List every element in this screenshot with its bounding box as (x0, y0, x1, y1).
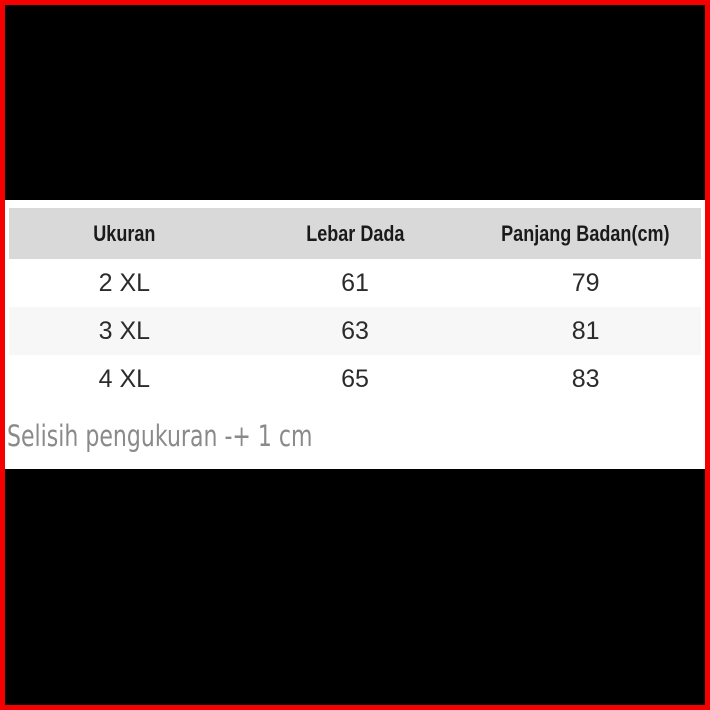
header-cell-lebar-dada: Lebar Dada (305, 220, 405, 246)
cell-length-3xl: 81 (571, 316, 600, 345)
cell-length-2xl: 79 (571, 268, 600, 297)
size-chart-table: Ukuran Lebar Dada Panjang Badan(cm) 2 XL… (9, 208, 701, 403)
measurement-tolerance-note: Selisih pengukuran -+ 1 cm (7, 419, 313, 453)
size-chart-panel: Ukuran Lebar Dada Panjang Badan(cm) 2 XL… (5, 200, 705, 469)
cell-chest-4xl: 65 (341, 364, 369, 393)
cell-size-3xl: 3 XL (98, 316, 151, 345)
cell-size-4xl: 4 XL (98, 364, 151, 393)
table-row-4xl: 4 XL 65 83 (9, 355, 701, 403)
measurement-note-row: Selisih pengukuran -+ 1 cm (5, 403, 705, 469)
header-cell-ukuran: Ukuran (93, 220, 156, 246)
cell-size-2xl: 2 XL (98, 268, 151, 297)
top-black-band (5, 5, 705, 200)
cell-chest-3xl: 63 (341, 316, 369, 345)
cell-chest-2xl: 61 (341, 268, 369, 297)
table-header-row: Ukuran Lebar Dada Panjang Badan(cm) (9, 208, 701, 259)
table-row-3xl: 3 XL 63 81 (9, 307, 701, 355)
header-cell-panjang-badan: Panjang Badan(cm) (501, 220, 670, 246)
table-row-2xl: 2 XL 61 79 (9, 259, 701, 307)
bottom-black-band (5, 469, 705, 705)
cell-length-4xl: 83 (571, 364, 600, 393)
